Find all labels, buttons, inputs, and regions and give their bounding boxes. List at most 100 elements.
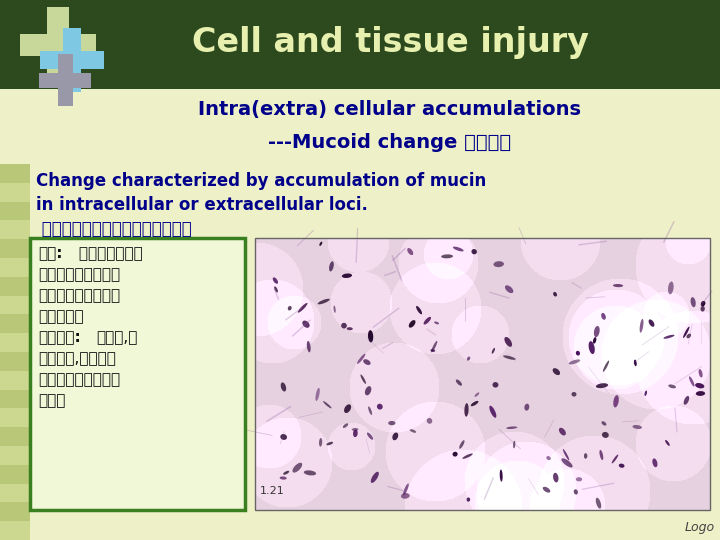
Ellipse shape <box>401 493 410 499</box>
Ellipse shape <box>423 317 431 325</box>
Ellipse shape <box>559 428 566 435</box>
Ellipse shape <box>574 489 578 495</box>
Ellipse shape <box>576 351 580 355</box>
Bar <box>0 333 30 352</box>
Text: 液样基质中: 液样基质中 <box>38 309 84 324</box>
Bar <box>0 314 30 333</box>
Ellipse shape <box>503 355 516 360</box>
Ellipse shape <box>292 463 302 472</box>
Ellipse shape <box>408 248 413 255</box>
Ellipse shape <box>315 388 320 401</box>
Ellipse shape <box>696 391 705 396</box>
Ellipse shape <box>273 278 278 284</box>
Ellipse shape <box>367 433 373 440</box>
Ellipse shape <box>459 440 464 449</box>
Bar <box>20 34 96 56</box>
Ellipse shape <box>594 326 600 337</box>
Ellipse shape <box>613 395 618 408</box>
Ellipse shape <box>467 497 470 502</box>
Ellipse shape <box>562 458 572 468</box>
Ellipse shape <box>668 384 676 388</box>
Text: 常见部位:: 常见部位: <box>38 330 81 345</box>
Text: ---Mucoid change 粘液样变: ---Mucoid change 粘液样变 <box>269 133 512 152</box>
Ellipse shape <box>472 249 477 254</box>
Ellipse shape <box>600 450 603 460</box>
Ellipse shape <box>333 306 336 313</box>
Ellipse shape <box>576 477 582 481</box>
Text: 1.21: 1.21 <box>260 486 284 496</box>
Ellipse shape <box>392 433 398 440</box>
Bar <box>0 408 30 427</box>
Ellipse shape <box>644 390 647 396</box>
Text: in intracellular or extracellular loci.: in intracellular or extracellular loci. <box>36 196 368 214</box>
Text: 病变:: 病变: <box>38 246 63 261</box>
Ellipse shape <box>431 341 437 352</box>
Ellipse shape <box>462 454 473 459</box>
Ellipse shape <box>493 261 504 267</box>
Ellipse shape <box>434 321 439 325</box>
Bar <box>47 7 69 83</box>
Ellipse shape <box>343 423 348 428</box>
Text: 风湿病等,动脉簥样: 风湿病等,动脉簥样 <box>38 351 116 366</box>
Ellipse shape <box>506 427 518 429</box>
Bar <box>0 239 30 258</box>
Bar <box>40 51 104 69</box>
Ellipse shape <box>318 299 330 305</box>
Bar <box>0 183 30 201</box>
Ellipse shape <box>492 348 495 354</box>
Ellipse shape <box>683 327 690 338</box>
Ellipse shape <box>601 421 606 426</box>
Ellipse shape <box>490 406 496 418</box>
Ellipse shape <box>288 306 292 310</box>
Ellipse shape <box>563 449 570 461</box>
Ellipse shape <box>634 360 636 366</box>
Ellipse shape <box>474 393 480 397</box>
Ellipse shape <box>612 455 618 463</box>
Ellipse shape <box>351 428 359 431</box>
Ellipse shape <box>368 407 372 415</box>
Bar <box>0 0 720 89</box>
Text: 镜下间质疏松，: 镜下间质疏松， <box>74 246 143 261</box>
Text: 硬化及间叶组织肿瘤: 硬化及间叶组织肿瘤 <box>38 372 120 387</box>
Ellipse shape <box>329 261 334 272</box>
Ellipse shape <box>363 359 371 365</box>
Ellipse shape <box>639 319 644 333</box>
Ellipse shape <box>618 464 624 468</box>
Text: Intra(extra) cellular accumulations: Intra(extra) cellular accumulations <box>199 100 582 119</box>
Ellipse shape <box>589 341 595 354</box>
Ellipse shape <box>353 429 358 437</box>
Ellipse shape <box>357 354 366 364</box>
Ellipse shape <box>441 254 453 258</box>
Bar <box>0 465 30 484</box>
Ellipse shape <box>505 337 512 347</box>
Bar <box>0 295 30 314</box>
Ellipse shape <box>543 487 550 492</box>
Ellipse shape <box>464 403 469 417</box>
Ellipse shape <box>320 241 323 246</box>
Ellipse shape <box>596 383 608 388</box>
Ellipse shape <box>513 441 516 448</box>
Bar <box>0 389 30 408</box>
Ellipse shape <box>690 297 696 307</box>
Bar <box>0 484 30 502</box>
Ellipse shape <box>492 382 498 388</box>
Ellipse shape <box>302 321 310 328</box>
Bar <box>0 258 30 277</box>
Ellipse shape <box>665 440 670 446</box>
Ellipse shape <box>279 476 287 480</box>
Ellipse shape <box>307 341 310 352</box>
Bar <box>0 277 30 295</box>
Ellipse shape <box>632 425 642 429</box>
Ellipse shape <box>500 469 503 482</box>
Ellipse shape <box>613 284 624 287</box>
Bar <box>30 238 245 510</box>
Ellipse shape <box>601 313 606 320</box>
Ellipse shape <box>553 472 559 482</box>
Ellipse shape <box>298 303 307 313</box>
Ellipse shape <box>453 452 458 457</box>
Bar <box>0 201 30 220</box>
Ellipse shape <box>471 401 479 406</box>
Ellipse shape <box>593 337 596 343</box>
Ellipse shape <box>467 356 470 361</box>
Ellipse shape <box>281 382 286 392</box>
